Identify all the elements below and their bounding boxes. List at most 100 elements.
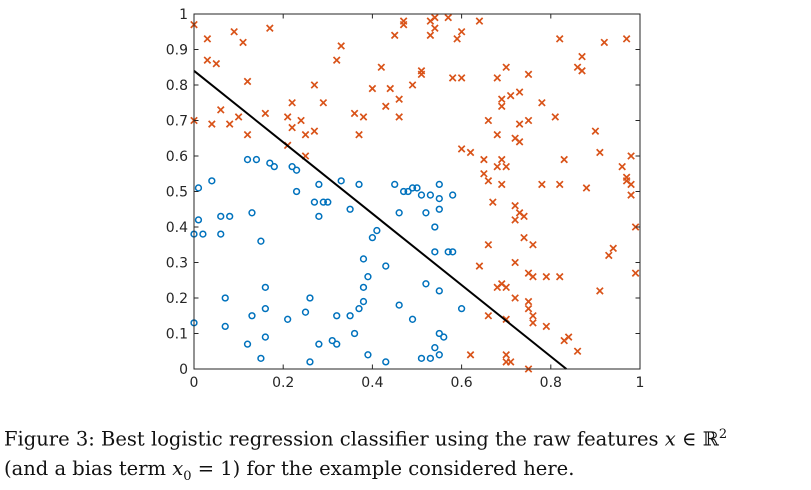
positive-point (578, 66, 586, 75)
positive-point-stroke (555, 180, 564, 189)
positive-point (457, 74, 466, 82)
positive-point-stroke (555, 35, 564, 43)
positive-point-stroke (511, 134, 519, 143)
x-tick-label: 0.8 (540, 375, 562, 391)
negative-point (319, 198, 327, 206)
positive-point-stroke (266, 24, 274, 33)
negative-point (243, 340, 252, 348)
positive-point-stroke (493, 162, 502, 171)
negative-point (208, 177, 216, 185)
positive-point-stroke (395, 113, 403, 121)
caption-element-of: ∈ ℝ (675, 427, 719, 451)
positive-point (266, 24, 274, 33)
caption-prefix: Figure 3: Best logistic regression class… (4, 427, 665, 451)
positive-point (319, 98, 328, 107)
positive-point (529, 240, 537, 249)
positive-point (243, 130, 252, 139)
positive-point (596, 287, 604, 295)
positive-point (216, 106, 225, 114)
positive-point-stroke (480, 169, 488, 178)
positive-point-stroke (529, 272, 537, 281)
negative-point (449, 248, 457, 256)
positive-point-stroke (622, 173, 631, 182)
positive-point (493, 74, 502, 82)
negative-point (426, 191, 435, 199)
positive-point (502, 162, 511, 171)
caption-superscript: 2 (718, 427, 728, 442)
negative-point (359, 283, 368, 292)
positive-point (631, 269, 640, 277)
positive-point (444, 13, 453, 22)
positive-point (555, 180, 564, 189)
positive-point-stroke (596, 287, 604, 295)
decision-boundary-line (193, 70, 568, 370)
negative-point (382, 358, 390, 366)
negative-point (395, 209, 403, 217)
positive-point-stroke (524, 304, 533, 313)
positive-point (520, 212, 528, 221)
negative-point (194, 216, 203, 224)
negative-point (426, 354, 435, 363)
positive-point-stroke (319, 98, 328, 107)
positive-point-stroke (502, 283, 511, 292)
positive-point (506, 358, 515, 366)
positive-point-stroke (542, 272, 551, 281)
positive-point-stroke (604, 251, 613, 260)
positive-point (497, 180, 506, 189)
positive-point-stroke (489, 198, 497, 206)
positive-point (332, 56, 341, 64)
negative-point (431, 344, 439, 352)
negative-point (284, 315, 292, 323)
positive-point-stroke (596, 148, 604, 157)
positive-point (578, 52, 586, 61)
negative-point (431, 248, 439, 256)
positive-point-stroke (515, 120, 524, 128)
positive-point-stroke (555, 272, 564, 281)
positive-point-stroke (560, 155, 568, 164)
positive-point-stroke (457, 27, 466, 36)
negative-point (435, 351, 443, 359)
negative-point (257, 354, 265, 363)
positive-point (497, 102, 506, 111)
caption-math-x: x (664, 427, 676, 451)
positive-point (542, 322, 551, 331)
positive-point (288, 123, 296, 132)
positive-point-stroke (484, 240, 493, 249)
positive-point (431, 24, 439, 33)
negative-point (310, 198, 319, 206)
caption-subscript: 0 (183, 468, 192, 484)
negative-point (328, 336, 336, 345)
positive-point (502, 283, 511, 292)
positive-point (399, 17, 408, 25)
negative-point (346, 312, 354, 320)
negative-point (413, 184, 421, 192)
positive-point (261, 109, 270, 118)
positive-point (475, 262, 484, 270)
positive-point-stroke (225, 120, 234, 128)
negative-point (199, 230, 207, 238)
positive-point (497, 155, 506, 164)
positive-point-stroke (622, 35, 631, 43)
positive-point-stroke (520, 212, 528, 221)
negative-point (391, 180, 399, 189)
positive-point-stroke (502, 63, 511, 72)
positive-point (600, 38, 609, 47)
positive-point (627, 152, 635, 160)
positive-point (555, 35, 564, 43)
positive-point (381, 102, 390, 111)
positive-point (582, 184, 591, 192)
y-tick-label: 0.9 (166, 43, 188, 59)
positive-point-stroke (631, 269, 640, 277)
positive-point (538, 98, 546, 107)
negative-point (292, 166, 301, 174)
positive-point-stroke (444, 13, 453, 22)
positive-point-stroke (431, 13, 439, 22)
negative-point (194, 184, 203, 192)
positive-point-stroke (301, 130, 310, 139)
negative-point (449, 191, 457, 199)
positive-point (502, 350, 511, 359)
positive-point-stroke (538, 180, 546, 189)
positive-point-stroke (448, 74, 457, 82)
scatter-plot: 0 0.2 0.4 0.6 0.8 1 0 0.1 0.2 0.3 0.4 0.5 0.6 0.7 0.8 0… (166, 7, 645, 391)
negative-point (226, 212, 234, 221)
